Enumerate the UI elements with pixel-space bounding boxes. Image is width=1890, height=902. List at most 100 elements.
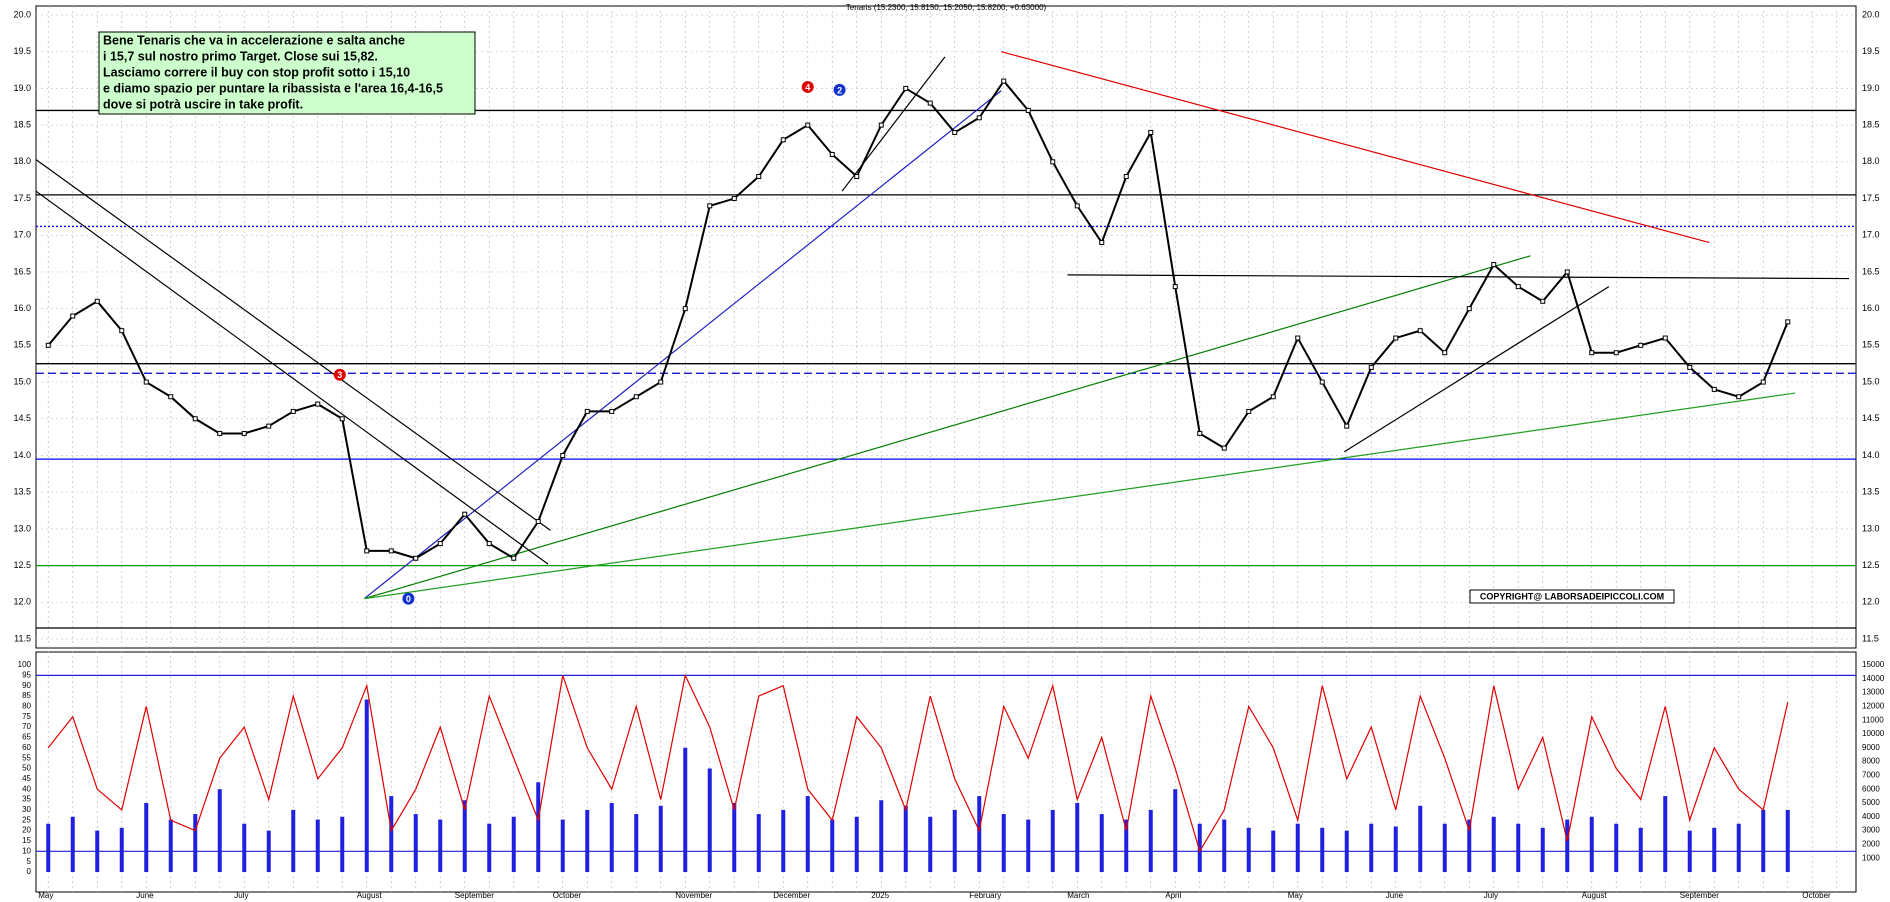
y-tick-label: 15.0: [13, 376, 31, 386]
trendline: [1343, 286, 1610, 453]
note-line: Bene Tenaris che va in accelerazione e s…: [103, 33, 405, 47]
x-tick-label: September: [1680, 891, 1719, 900]
y-tick-label: 15.0: [1862, 376, 1880, 386]
price-point: [413, 555, 419, 561]
price-point: [1148, 129, 1154, 135]
y2-tick-label: 6000: [1862, 784, 1880, 793]
x-tick-label: April: [1165, 891, 1181, 900]
price-point: [1613, 350, 1619, 356]
y-tick-label: 13.0: [1862, 523, 1880, 533]
y2-tick-label: 12000: [1862, 702, 1885, 711]
osc-tick-label: 90: [22, 681, 31, 690]
volume-bar: [1320, 827, 1325, 872]
osc-tick-label: 40: [22, 784, 31, 793]
trendline: [1067, 274, 1850, 280]
note-line: e diamo spazio per puntare la ribassista…: [103, 81, 443, 95]
y2-tick-label: 3000: [1862, 826, 1880, 835]
marker: [801, 80, 814, 93]
price-point: [1736, 394, 1742, 400]
marker: [333, 368, 346, 381]
osc-tick-label: 80: [22, 702, 31, 711]
volume-bar: [487, 823, 492, 872]
price-point: [1295, 335, 1301, 341]
copyright-box: [1469, 589, 1675, 604]
price-point: [266, 423, 272, 429]
osc-tick-label: 30: [22, 805, 31, 814]
volume-bar: [1295, 823, 1300, 872]
volume-bar: [1050, 809, 1055, 872]
y2-tick-label: 2000: [1862, 840, 1880, 849]
price-point: [1050, 159, 1056, 165]
price-point: [1564, 269, 1570, 275]
volume-bar: [805, 796, 810, 872]
price-point: [1491, 262, 1497, 268]
marker-label: 3: [337, 370, 342, 380]
price-point: [1344, 423, 1350, 429]
price-point: [927, 100, 933, 106]
y-tick-label: 13.5: [13, 487, 31, 497]
osc-tick-label: 0: [27, 867, 32, 876]
price-point: [682, 306, 688, 312]
y-tick-label: 11.5: [14, 633, 31, 643]
y-tick-label: 20.0: [1862, 9, 1880, 19]
volume-bar: [928, 816, 933, 872]
volume-bar: [1026, 819, 1031, 872]
price-point: [339, 416, 345, 422]
price-point: [780, 137, 786, 143]
trendline: [841, 56, 946, 192]
osc-tick-label: 100: [18, 660, 32, 669]
price-point: [168, 394, 174, 400]
volume-bar: [1124, 819, 1129, 872]
price-point: [192, 416, 198, 422]
price-point: [805, 122, 811, 128]
volume-bar: [193, 814, 198, 872]
volume-bar: [144, 803, 149, 872]
price-point: [1442, 350, 1448, 356]
note: Bene Tenaris che va in accelerazione e s…: [98, 31, 476, 115]
volume-bar: [1589, 816, 1594, 872]
price-point: [1123, 174, 1129, 180]
y-tick-label: 19.0: [1862, 83, 1880, 93]
price-point: [952, 129, 958, 135]
volume-bar: [1173, 789, 1178, 872]
osc-tick-label: 35: [22, 795, 31, 804]
volume-bar: [609, 803, 614, 872]
y-tick-label: 20.0: [13, 9, 31, 19]
y-tick-label: 13.5: [1862, 487, 1880, 497]
volume-bar: [1663, 796, 1668, 872]
x-tick-label: October: [553, 891, 582, 900]
price-point: [511, 555, 517, 561]
y2-tick-label: 10000: [1862, 729, 1885, 738]
osc-tick-label: 55: [22, 753, 31, 762]
price-point: [462, 511, 468, 517]
volume-bar: [1442, 823, 1447, 872]
volume-bar: [977, 796, 982, 872]
marker: [833, 83, 846, 96]
y-tick-label: 15.5: [1862, 340, 1880, 350]
price-point: [829, 151, 835, 157]
price-point: [364, 548, 370, 554]
x-tick-label: June: [136, 891, 154, 900]
volume-bar: [119, 827, 124, 872]
marker-label: 0: [406, 594, 411, 604]
volume-bar: [1075, 803, 1080, 872]
price-point: [658, 379, 664, 385]
oscillator-line: [47, 673, 1789, 853]
osc-tick-label: 85: [22, 691, 31, 700]
volume-bar: [683, 747, 688, 872]
price-point: [486, 541, 492, 547]
indicator-frame: [35, 651, 1857, 893]
volume-bar: [1246, 827, 1251, 872]
price-point: [94, 298, 100, 304]
price-point: [315, 401, 321, 407]
price-point: [903, 85, 909, 91]
volume-bar: [756, 814, 761, 872]
volume-bar: [413, 814, 418, 872]
trendline: [35, 159, 551, 531]
price-point: [1711, 386, 1717, 392]
osc-tick-label: 25: [22, 815, 31, 824]
volume-bar: [511, 816, 516, 872]
trendline: [35, 190, 549, 565]
volume-bar: [658, 805, 663, 872]
